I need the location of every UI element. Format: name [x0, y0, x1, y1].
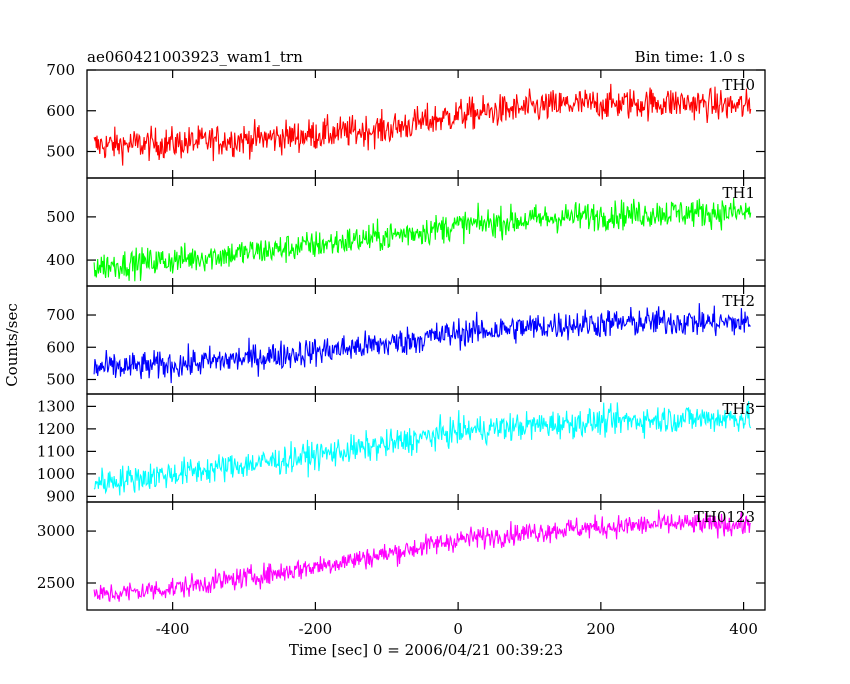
- y-axis-label: Counts/sec: [3, 303, 21, 387]
- y-tick-label: 3000: [37, 522, 75, 540]
- y-tick-label: 400: [46, 251, 75, 269]
- y-tick-label: 500: [46, 208, 75, 226]
- panel-th0123: 2500 3000 TH0123: [37, 501, 766, 611]
- panel-frame: [86, 501, 766, 611]
- panel-th0: 500 600 700 TH0: [46, 61, 766, 179]
- x-tick-label: 0: [453, 620, 463, 638]
- y-tick-label: 1100: [37, 442, 75, 460]
- x-tick-label: -200: [299, 620, 333, 638]
- x-tick-label: -400: [156, 620, 190, 638]
- panel-label-th0123: TH0123: [694, 508, 755, 526]
- y-tick-label: 500: [46, 370, 75, 388]
- y-tick-label: 1200: [37, 420, 75, 438]
- panel-group: 500 600 700 TH0 400 500 TH1 500 600 700 TH2 900 1000…: [37, 61, 766, 638]
- series-line-th1: [93, 198, 752, 282]
- panel-label-th1: TH1: [722, 184, 755, 202]
- y-tick-label: 1000: [37, 465, 75, 483]
- panel-th1: 400 500 TH1: [46, 177, 766, 287]
- series-line-th0123: [93, 509, 752, 603]
- series-line-th3: [93, 401, 752, 496]
- panel-label-th0: TH0: [722, 76, 755, 94]
- y-tick-label: 2500: [37, 574, 75, 592]
- y-tick-label: 900: [46, 487, 75, 505]
- x-tick-label: 400: [729, 620, 758, 638]
- y-tick-label: 600: [46, 338, 75, 356]
- y-tick-label: 700: [46, 306, 75, 324]
- panel-th3: 900 1000 1100 1200 1300 TH3: [37, 393, 766, 505]
- x-axis-label: Time [sec] 0 = 2006/04/21 00:39:23: [289, 641, 563, 659]
- series-line-th0: [93, 83, 752, 166]
- y-tick-label: 500: [46, 143, 75, 161]
- panel-label-th3: TH3: [722, 400, 755, 418]
- panel-label-th2: TH2: [722, 292, 755, 310]
- chart-title-right: Bin time: 1.0 s: [635, 48, 745, 66]
- chart-title-left: ae060421003923_wam1_trn: [87, 48, 303, 66]
- panel-th2: 500 600 700 TH2: [46, 285, 766, 395]
- panel-frame: [86, 285, 766, 395]
- series-line-th2: [93, 303, 751, 384]
- y-tick-label: 700: [46, 61, 75, 79]
- y-tick-label: 1300: [37, 397, 75, 415]
- x-tick-label: 200: [587, 620, 616, 638]
- y-tick-label: 600: [46, 102, 75, 120]
- panel-frame: [86, 393, 766, 503]
